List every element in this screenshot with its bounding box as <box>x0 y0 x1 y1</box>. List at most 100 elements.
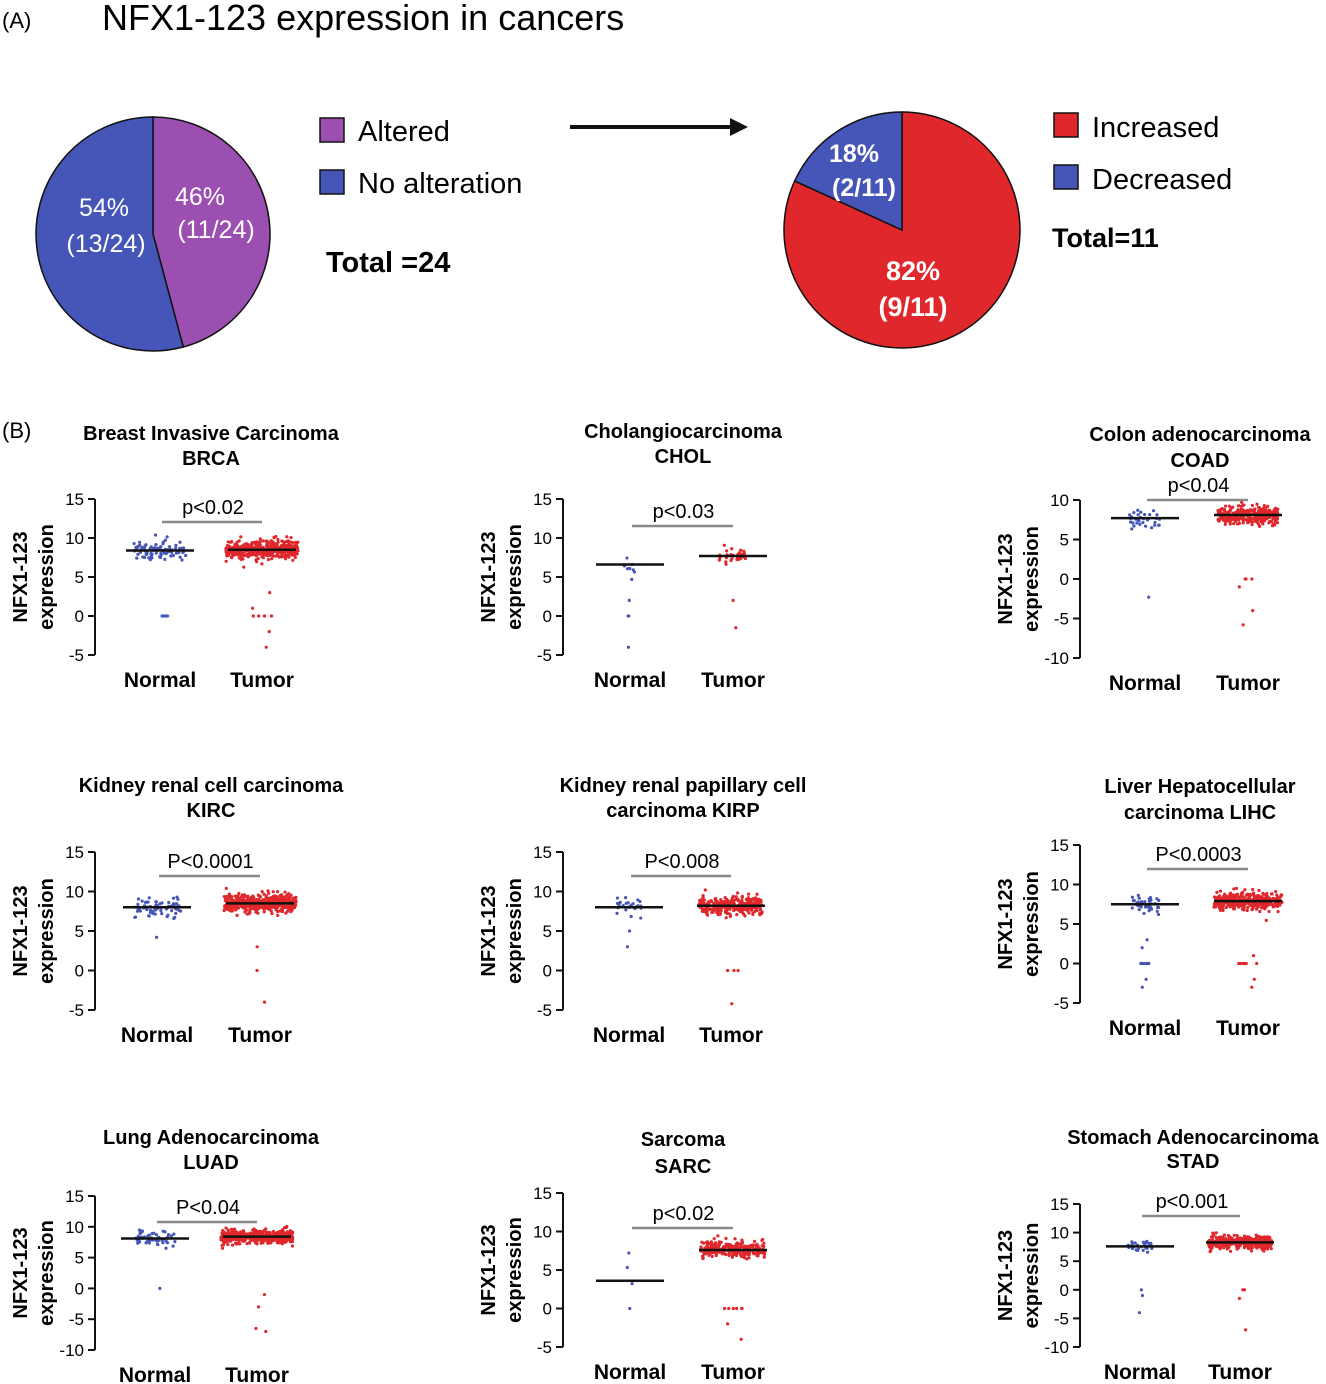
y-axis-label-line1: NFX1-123 <box>478 885 500 976</box>
data-point-tumor <box>752 1239 757 1243</box>
data-point-tumor <box>1246 905 1250 910</box>
data-point-tumor <box>268 1231 272 1235</box>
y-axis-label-line2: expression <box>36 1220 58 1326</box>
y-tick-label: 0 <box>75 962 84 981</box>
data-point-normal <box>639 916 643 920</box>
data-point-tumor <box>1275 521 1280 525</box>
data-point-tumor <box>1235 1237 1239 1241</box>
data-point-tumor <box>731 1306 735 1311</box>
p-value-label: P<0.008 <box>644 851 719 873</box>
pie2-total: Total=11 <box>1052 223 1159 253</box>
plot-title-line1: Stomach Adenocarcinoma <box>1067 1127 1319 1149</box>
data-point-tumor <box>724 901 728 906</box>
data-point-normal <box>625 567 630 571</box>
y-tick-label: 5 <box>75 922 84 941</box>
data-point-normal <box>140 899 144 903</box>
data-point-tumor <box>1268 1243 1272 1247</box>
data-point-tumor <box>733 1237 737 1241</box>
data-point-tumor <box>259 1241 263 1245</box>
data-point-normal <box>1137 908 1141 912</box>
data-point-tumor <box>1241 521 1245 525</box>
data-point-tumor <box>716 1234 720 1238</box>
data-point-normal <box>1144 1240 1148 1244</box>
pie1-slice-noalt-frac: (13/24) <box>66 230 145 258</box>
plot-title-line1: Lung Adenocarcinoma <box>103 1127 320 1149</box>
data-point-tumor <box>1251 887 1255 892</box>
data-point-normal <box>1157 523 1161 527</box>
data-point-tumor <box>1250 577 1254 581</box>
y-tick-label: -10 <box>59 1341 84 1360</box>
data-point-tumor <box>728 906 732 910</box>
data-point-normal <box>136 897 141 901</box>
data-point-normal <box>133 915 137 920</box>
data-point-normal <box>161 1241 165 1245</box>
data-point-tumor <box>295 552 299 556</box>
data-point-normal <box>625 1265 629 1270</box>
p-value-label: P<0.04 <box>176 1197 240 1219</box>
data-point-normal <box>1142 911 1146 916</box>
data-point-normal <box>171 553 175 558</box>
data-point-tumor <box>273 544 277 548</box>
data-point-tumor <box>1232 902 1236 906</box>
data-point-tumor <box>275 552 279 557</box>
pie-chart-alteration <box>35 116 271 352</box>
data-point-tumor <box>293 555 297 560</box>
data-point-tumor <box>726 1242 730 1247</box>
y-tick-label: 5 <box>543 568 552 587</box>
x-label-normal: Normal <box>1104 1361 1176 1384</box>
data-point-tumor <box>722 543 726 547</box>
y-tick-label: 0 <box>75 607 84 626</box>
data-point-tumor <box>743 556 748 561</box>
data-point-tumor <box>1270 892 1274 896</box>
data-point-tumor <box>266 889 270 893</box>
data-point-tumor <box>712 901 716 905</box>
data-point-tumor <box>235 913 239 917</box>
data-point-tumor <box>1252 892 1256 896</box>
data-point-tumor <box>267 891 271 895</box>
y-axis-label-line1: NFX1-123 <box>478 531 500 622</box>
data-point-normal <box>147 914 151 918</box>
data-point-tumor <box>730 1255 735 1259</box>
data-point-tumor <box>222 908 226 913</box>
data-point-tumor <box>1254 1237 1259 1241</box>
data-point-tumor <box>1237 1296 1242 1300</box>
data-point-tumor <box>755 1253 759 1258</box>
y-tick-label: 10 <box>1050 1224 1069 1243</box>
data-point-tumor <box>262 1292 267 1297</box>
plot-title-line1: Breast Invasive Carcinoma <box>83 423 340 445</box>
data-point-tumor <box>249 906 253 911</box>
data-point-tumor <box>266 907 270 911</box>
data-point-tumor <box>1273 506 1278 510</box>
dot-plot-sarc: Sarcoma SARC 15 10 5 0 -5 NFX1-123 expression Nor… <box>478 1129 767 1384</box>
data-point-normal <box>134 545 138 550</box>
data-point-normal <box>1140 946 1144 950</box>
data-point-tumor <box>755 1250 760 1254</box>
data-point-normal <box>145 552 149 556</box>
data-point-normal <box>1128 513 1132 517</box>
data-point-tumor <box>295 544 299 548</box>
data-point-normal <box>627 1251 631 1255</box>
data-point-tumor <box>272 554 276 558</box>
data-point-tumor <box>1243 901 1247 906</box>
data-point-tumor <box>1239 1237 1243 1241</box>
y-tick-label: 15 <box>533 843 552 862</box>
y-axis-label-line1: NFX1-123 <box>478 1224 500 1315</box>
data-point-tumor <box>270 911 274 916</box>
data-point-tumor <box>1267 909 1271 914</box>
data-point-tumor <box>284 554 288 558</box>
data-point-tumor <box>710 910 714 915</box>
data-point-tumor <box>738 901 742 905</box>
data-point-tumor <box>724 560 728 564</box>
data-point-tumor <box>1256 893 1260 898</box>
data-point-tumor <box>734 895 738 899</box>
legend-label-increased: Increased <box>1092 112 1219 144</box>
y-tick-label: 10 <box>533 1223 552 1242</box>
data-point-tumor <box>249 545 253 549</box>
data-point-normal <box>146 1234 150 1238</box>
data-point-normal <box>1153 523 1157 527</box>
y-axis-label-line2: expression <box>1021 1223 1043 1329</box>
data-point-tumor <box>740 1306 744 1311</box>
data-point-tumor <box>262 910 266 914</box>
y-tick-label: 5 <box>1060 1252 1069 1271</box>
